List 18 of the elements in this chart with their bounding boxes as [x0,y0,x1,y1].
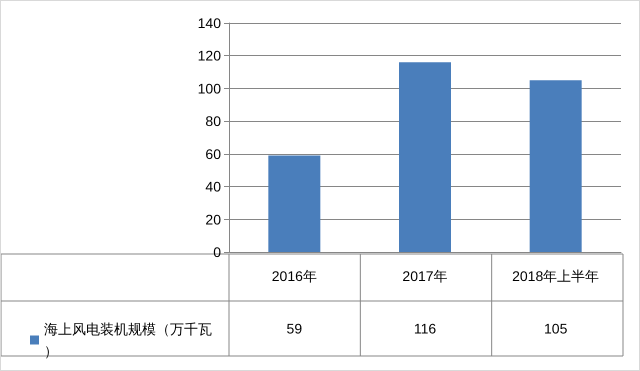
data-label: 116 [414,320,436,336]
y-tick-label: 120 [198,48,222,64]
y-tick-label: 0 [213,244,222,260]
y-tick-label: 80 [205,113,222,130]
bar [530,80,582,252]
bar [268,155,320,252]
x-tick-label: 2017年 [402,268,448,284]
y-tick-label: 140 [198,15,222,31]
x-tick-label: 2016年 [272,268,317,284]
y-tick-label: 60 [205,146,222,162]
bar [399,62,451,252]
x-tick-label: 2018年上半年 [512,268,600,284]
y-tick-label: 100 [198,80,222,96]
y-tick-label: 40 [205,178,222,195]
data-label: 59 [286,320,302,336]
legend-label: 海上风电装机规模（万千瓦） [44,321,212,359]
data-label: 105 [544,320,568,336]
y-tick-label: 20 [205,211,222,228]
